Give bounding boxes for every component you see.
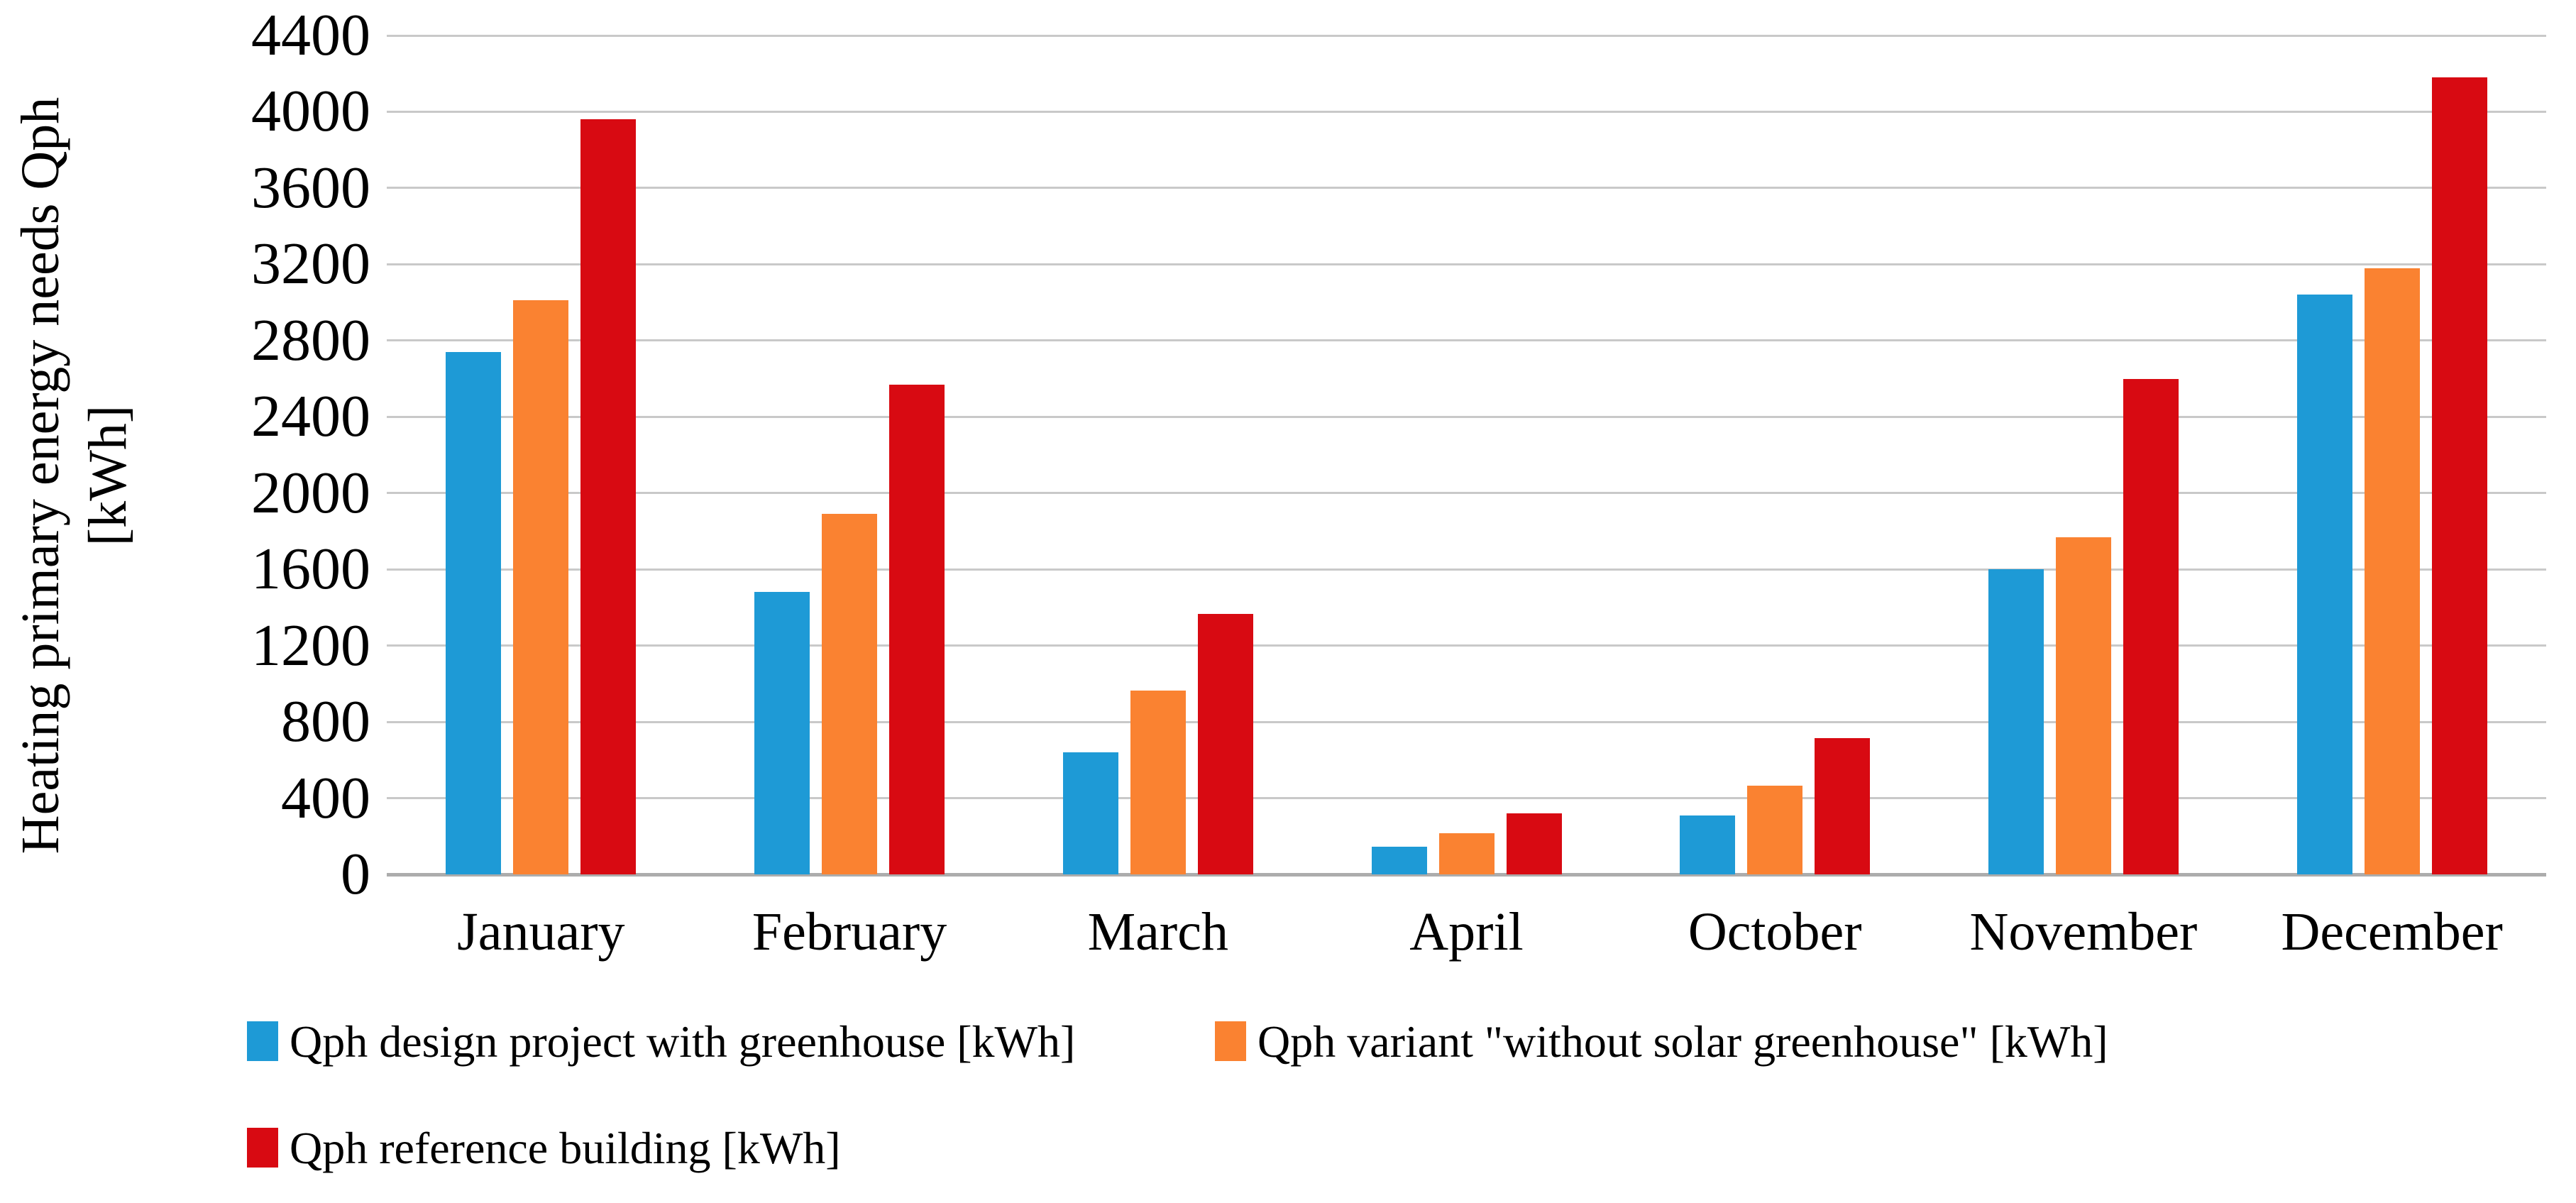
x-axis-label-april: April — [1409, 902, 1524, 962]
legend-swatch-icon — [247, 1128, 278, 1168]
bar-march-series3 — [1197, 614, 1253, 874]
bar-march-series1 — [1062, 752, 1118, 874]
bar-march-series2 — [1130, 690, 1186, 874]
gridline — [387, 644, 2546, 647]
y-axis-title-line1: Heating primary energy needs Qph — [11, 97, 70, 855]
gridline — [387, 34, 2546, 37]
y-axis-title-line2: [kWh] — [78, 405, 138, 546]
legend-label: Qph reference building [kWh] — [290, 1123, 841, 1173]
y-tick-label-4400: 4400 — [251, 2, 370, 68]
y-tick-label-2800: 2800 — [251, 307, 370, 373]
x-axis-label-march: March — [1087, 902, 1228, 962]
bar-october-series2 — [1747, 786, 1803, 874]
bar-october-series1 — [1680, 815, 1736, 874]
bar-november-series3 — [2123, 378, 2179, 874]
bar-december-series1 — [2296, 295, 2352, 874]
gridline — [387, 568, 2546, 571]
legend-swatch-icon — [247, 1021, 278, 1061]
y-tick-label-1600: 1600 — [251, 536, 370, 603]
bar-april-series1 — [1371, 847, 1427, 874]
legend-item-series1: Qph design project with greenhouse [kWh] — [247, 1014, 1075, 1070]
bar-february-series1 — [754, 592, 810, 874]
legend-label: Qph design project with greenhouse [kWh] — [290, 1016, 1076, 1067]
y-tick-label-800: 800 — [281, 688, 370, 755]
gridline — [387, 720, 2546, 723]
bar-april-series3 — [1506, 813, 1562, 874]
gridline — [387, 415, 2546, 418]
plot-area — [387, 34, 2546, 877]
x-axis-label-january: January — [457, 902, 625, 962]
bar-october-series3 — [1815, 737, 1871, 874]
bar-february-series3 — [889, 384, 945, 874]
y-axis-title: Heating primary energy needs Qph [kWh] — [7, 7, 142, 944]
legend-swatch-icon — [1215, 1021, 1246, 1061]
gridline — [387, 110, 2546, 113]
x-axis-label-december: December — [2281, 902, 2503, 962]
y-tick-label-400: 400 — [281, 764, 370, 831]
legend-label: Qph variant "without solar greenhouse" [… — [1257, 1016, 2108, 1067]
x-axis-label-february: February — [752, 902, 947, 962]
bar-january-series2 — [513, 300, 569, 874]
y-tick-label-4000: 4000 — [251, 78, 370, 145]
gridline — [387, 339, 2546, 342]
gridline — [387, 492, 2546, 495]
bar-december-series3 — [2431, 77, 2487, 874]
x-axis-label-november: November — [1969, 902, 2198, 962]
gridline — [387, 263, 2546, 265]
bar-january-series3 — [580, 119, 637, 874]
y-tick-label-0: 0 — [341, 841, 370, 907]
bar-november-series1 — [1988, 569, 2044, 874]
x-axis-label-october: October — [1688, 902, 1862, 962]
y-tick-label-2000: 2000 — [251, 459, 370, 526]
gridline — [387, 797, 2546, 800]
bar-november-series2 — [2055, 537, 2111, 874]
legend-item-series2: Qph variant "without solar greenhouse" [… — [1215, 1014, 2108, 1070]
legend-item-series3: Qph reference building [kWh] — [247, 1120, 841, 1177]
bar-january-series1 — [446, 351, 502, 874]
y-tick-label-3200: 3200 — [251, 231, 370, 297]
y-tick-label-3600: 3600 — [251, 154, 370, 221]
gridline — [387, 187, 2546, 189]
bar-december-series2 — [2364, 268, 2420, 874]
bar-february-series2 — [822, 514, 878, 874]
y-tick-label-1200: 1200 — [251, 612, 370, 679]
x-axis-line — [387, 873, 2546, 877]
y-tick-label-2400: 2400 — [251, 383, 370, 450]
bar-april-series2 — [1438, 833, 1495, 874]
